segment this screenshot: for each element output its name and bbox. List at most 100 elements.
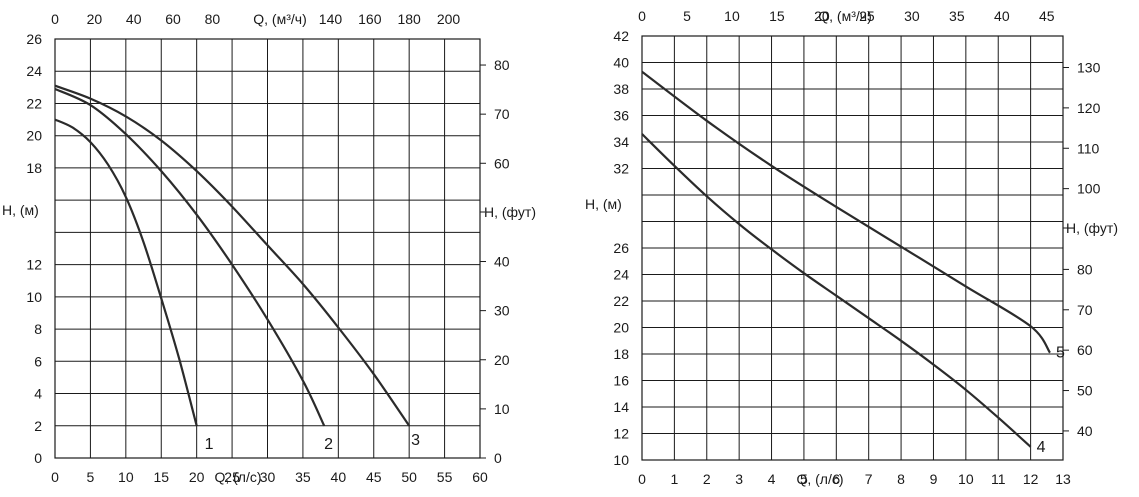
x-bottom-tick-label: 25: [224, 469, 240, 485]
x-top-tick-label: 5: [683, 8, 691, 24]
y-right-tick-label: 30: [494, 303, 510, 319]
y-right-tick-label: 100: [1077, 181, 1101, 197]
x-top-tick-label: 15: [769, 8, 785, 24]
y-left-tick-label: 36: [613, 108, 629, 124]
y-left-tick-label: 0: [34, 450, 42, 466]
y-right-tick-label: 70: [1077, 302, 1093, 318]
plot-frame: [54, 38, 481, 459]
y-left-tick-label: 26: [26, 31, 42, 47]
y-left-tick-label: 22: [26, 95, 42, 111]
plot-frame: [641, 35, 1064, 461]
x-top-tick-label: 180: [397, 11, 421, 27]
series-label-1: 1: [205, 436, 214, 453]
y-left-tick-label: 32: [613, 161, 629, 177]
series-label-4: 4: [1037, 439, 1046, 456]
x-top-axis-label: Q, (м³/ч): [253, 11, 306, 27]
y-left-tick-label: 10: [613, 452, 629, 468]
x-top-tick-label: 30: [904, 8, 920, 24]
series-label-5: 5: [1056, 345, 1065, 362]
grid: [641, 35, 1064, 461]
y-left-tick-label: 4: [34, 386, 42, 402]
x-bottom-tick-label: 45: [366, 469, 382, 485]
x-bottom-tick-label: 10: [958, 471, 974, 487]
x-top-tick-label: 20: [814, 8, 830, 24]
x-bottom-tick-label: 0: [51, 469, 59, 485]
y-left-tick-label: 24: [26, 63, 42, 79]
x-top-tick-label: 20: [87, 11, 103, 27]
x-bottom-tick-label: 50: [401, 469, 417, 485]
x-top-tick-label: 60: [165, 11, 181, 27]
x-bottom-tick-label: 60: [472, 469, 488, 485]
series-label-2: 2: [324, 436, 333, 453]
y-left-tick-label: 16: [613, 373, 629, 389]
chart-right: 0 1 2 3 4 5 6 7 8 9 10 11 12 130 5 10 15 20 25 30 35 40 451012…: [585, 8, 1118, 487]
series-curve-2: [54, 87, 326, 427]
x-bottom-tick-label: 7: [865, 471, 873, 487]
chart-left: 0 5 10 15 20 25 30 35 40 45 50 55 600 20 40 60 80 140 160 1…: [2, 11, 536, 485]
y-right-tick-label: 110: [1077, 140, 1100, 156]
x-top-axis-label: Q, (м³/ч): [818, 8, 871, 24]
x-bottom-tick-label: 3: [735, 471, 743, 487]
y-left-tick-label: 6: [34, 353, 42, 369]
y-left-tick-label: 10: [26, 289, 42, 305]
y-left-tick-label: 20: [613, 320, 629, 336]
series-curve-5: [641, 70, 1051, 354]
y-left-tick-label: 12: [26, 257, 42, 273]
x-bottom-tick-label: 5: [87, 469, 95, 485]
x-top-tick-label: 25: [859, 8, 875, 24]
y-left-tick-label: 38: [613, 81, 629, 97]
y-left-tick-label: 2: [34, 418, 42, 434]
x-top-tick-label: 0: [638, 8, 646, 24]
y-left-tick-label: 20: [26, 128, 42, 144]
x-top-tick-label: 35: [949, 8, 965, 24]
x-bottom-tick-label: 40: [331, 469, 347, 485]
x-top-tick-label: 40: [994, 8, 1010, 24]
y-left-tick-label: 14: [613, 399, 629, 415]
x-bottom-axis-label: Q, (л/с): [214, 469, 261, 485]
y-right-tick-label: 130: [1077, 59, 1101, 75]
y-right-tick-label: 40: [494, 254, 510, 270]
x-top-tick-label: 140: [319, 11, 343, 27]
x-top-tick-label: 40: [126, 11, 142, 27]
x-top-tick-label: 45: [1039, 8, 1055, 24]
series-label-3: 3: [411, 432, 420, 449]
y-right-tick-label: 0: [494, 450, 502, 466]
x-bottom-axis-label: Q, (л/с): [796, 471, 843, 487]
x-bottom-tick-label: 1: [670, 471, 678, 487]
y-right-tick-label: 120: [1077, 100, 1101, 116]
x-bottom-tick-label: 30: [260, 469, 276, 485]
x-bottom-tick-label: 9: [930, 471, 938, 487]
y-left-tick-label: 42: [613, 28, 629, 44]
y-right-tick-label: 50: [1077, 383, 1093, 399]
x-bottom-tick-label: 2: [703, 471, 711, 487]
y-left-axis-label: H, (м): [585, 196, 622, 212]
x-top-tick-label: 80: [205, 11, 221, 27]
y-right-tick-label: 20: [494, 352, 510, 368]
x-bottom-tick-label: 5: [800, 471, 808, 487]
x-top-tick-label: 0: [51, 11, 59, 27]
y-right-tick-label: 80: [1077, 261, 1093, 277]
x-bottom-tick-label: 0: [638, 471, 646, 487]
y-left-tick-label: 34: [613, 134, 629, 150]
series-curve-4: [641, 133, 1032, 448]
x-bottom-tick-label: 12: [1023, 471, 1039, 487]
x-bottom-tick-label: 55: [437, 469, 453, 485]
grid: [54, 38, 481, 459]
series-curve-3: [54, 84, 411, 427]
x-bottom-tick-label: 11: [991, 471, 1006, 487]
y-left-tick-label: 22: [613, 293, 629, 309]
x-top-tick-label: 10: [724, 8, 740, 24]
y-right-tick-label: 60: [494, 155, 510, 171]
y-left-tick-label: 40: [613, 55, 629, 71]
x-top-tick-label: 160: [358, 11, 382, 27]
y-left-tick-label: 12: [613, 426, 629, 442]
series-curve-1: [54, 118, 198, 427]
y-left-tick-label: 8: [34, 321, 42, 337]
y-left-tick-label: 18: [26, 160, 42, 176]
y-right-tick-label: 60: [1077, 342, 1093, 358]
y-left-tick-label: 24: [613, 267, 629, 283]
y-left-tick-label: 26: [613, 240, 629, 256]
y-right-tick-label: 40: [1077, 423, 1093, 439]
y-left-tick-label: 18: [613, 346, 629, 362]
